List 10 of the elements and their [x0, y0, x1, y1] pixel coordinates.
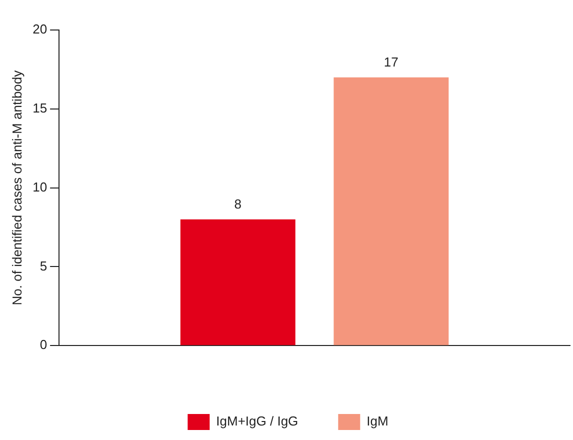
y-tick-label: 0 — [40, 337, 48, 352]
data-label: 8 — [234, 196, 242, 212]
y-axis-title: No. of identified cases of anti-M antibody — [9, 70, 24, 306]
y-tick-label: 5 — [40, 258, 48, 274]
y-tick-label: 10 — [32, 179, 48, 194]
data-label: 17 — [384, 54, 398, 70]
legend-label: IgM+IgG / IgG — [216, 414, 298, 429]
y-tick-label: 20 — [32, 22, 48, 37]
y-tick-label: 15 — [32, 100, 48, 116]
legend-label: IgM — [366, 414, 388, 429]
